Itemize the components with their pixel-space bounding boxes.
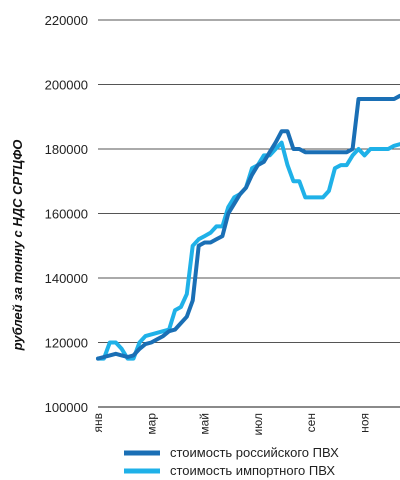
y-tick-label: 120000 xyxy=(45,336,88,351)
x-tick-label: ноя xyxy=(357,413,371,433)
y-tick-label: 100000 xyxy=(45,400,88,415)
y-tick-label: 180000 xyxy=(45,142,88,157)
y-axis-label: рублей за тонну с НДС СРТЦФО xyxy=(10,140,25,352)
x-tick-label: май xyxy=(198,413,212,435)
line-series-russian xyxy=(96,93,400,361)
y-tick-label: 220000 xyxy=(45,13,88,28)
y-tick-label: 140000 xyxy=(45,271,88,286)
x-tick-label: июл xyxy=(251,413,265,435)
x-tick-label: сен xyxy=(304,413,318,432)
y-tick-label: 160000 xyxy=(45,207,88,222)
line-series-import xyxy=(96,140,400,361)
legend: стоимость российского ПВХ стоимость импо… xyxy=(124,445,339,478)
series-lines xyxy=(96,93,400,361)
gridlines xyxy=(98,19,400,408)
y-tick-label: 200000 xyxy=(45,78,88,93)
legend-label-russian: стоимость российского ПВХ xyxy=(170,445,339,460)
x-tick-label: мар xyxy=(144,413,158,435)
x-tick-label: янв xyxy=(91,413,105,433)
y-tick-labels: 100000 120000 140000 160000 180000 200000 2200… xyxy=(45,13,88,415)
x-tick-labels: янв мар май июл сен ноя xyxy=(91,413,371,436)
legend-label-import: стоимость импортного ПВХ xyxy=(170,463,335,478)
